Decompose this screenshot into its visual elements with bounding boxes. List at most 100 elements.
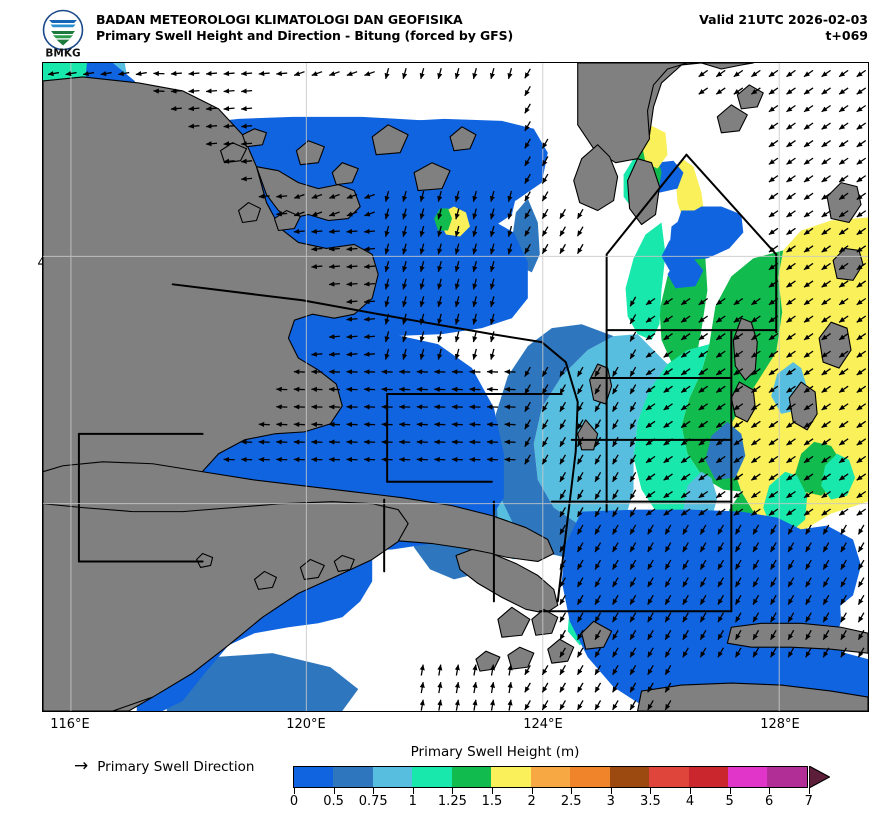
swell-arrow (629, 542, 637, 553)
swell-arrow (402, 348, 408, 360)
swell-arrow (838, 245, 849, 253)
colorbar-segment (649, 767, 689, 787)
colorbar-tick (452, 788, 454, 794)
swell-arrow (768, 490, 779, 499)
swell-arrow (787, 594, 795, 605)
swell-arrow (541, 454, 549, 465)
swell-arrow (507, 190, 513, 202)
swell-arrow (821, 455, 831, 464)
colorbar[interactable]: 0 0.5 0.75 1 1.25 1.5 2 2.5 3 3.5 4 5 6 7 (290, 766, 869, 809)
swell-arrow (559, 524, 566, 535)
swell-arrow (629, 384, 637, 395)
land-islet-4 (333, 554, 355, 572)
swell-arrow (717, 577, 725, 588)
swell-arrow (437, 68, 443, 80)
swell-arrow (698, 69, 709, 78)
x-axis-tick-116e: 116°E (50, 717, 90, 732)
swell-arrow (419, 699, 425, 711)
swell-arrow (733, 297, 744, 306)
swell-arrow (768, 350, 779, 358)
swell-map[interactable] (42, 62, 869, 712)
swell-arrow (838, 280, 849, 288)
swell-arrow (472, 681, 478, 694)
swell-arrow (576, 524, 584, 535)
land-island-sulu5 (449, 126, 477, 152)
lead-time: t+069 (825, 28, 868, 43)
swell-arrow (576, 436, 584, 448)
swell-arrow (559, 700, 566, 711)
swell-arrow (240, 123, 253, 129)
swell-arrow (822, 559, 830, 570)
swell-arrow (751, 333, 761, 341)
swell-arrow (541, 208, 549, 219)
swell-arrow (384, 225, 390, 238)
band-0p5-0p75-e (705, 421, 746, 480)
swell-arrow (786, 280, 796, 288)
swell-arrow (524, 419, 531, 430)
swell-arrow (559, 594, 566, 605)
swell-arrow (82, 70, 95, 77)
swell-arrow (559, 208, 566, 219)
swell-arrow (205, 88, 218, 94)
swell-arrow (821, 368, 831, 376)
swell-arrow (699, 577, 707, 588)
swell-arrow (472, 664, 478, 676)
swell-arrow (768, 210, 779, 218)
zone-boundary-north (685, 153, 778, 334)
swell-arrow (663, 403, 673, 411)
swell-arrow (751, 350, 761, 358)
swell-arrow (559, 577, 566, 588)
colorbar-tick-label: 1.25 (437, 794, 467, 809)
swell-arrow (717, 542, 725, 553)
band-0p75-1 (533, 334, 668, 528)
swell-arrow (364, 211, 375, 217)
swell-arrow (437, 348, 443, 360)
swell-arrow (734, 647, 742, 658)
swell-arrow (489, 190, 495, 202)
swell-arrow (489, 681, 496, 694)
swell-arrow (472, 208, 478, 220)
colorbar-segment (570, 767, 610, 787)
swell-arrow (856, 368, 867, 376)
swell-arrow (786, 192, 796, 201)
swell-arrow (838, 333, 849, 341)
swell-arrow (594, 524, 602, 535)
swell-arrow (698, 87, 709, 95)
land-island-sulu1 (295, 140, 325, 166)
swell-arrow (437, 296, 443, 308)
swell-arrow (541, 700, 549, 711)
swell-arrow (751, 385, 761, 394)
swell-arrow (645, 438, 656, 446)
swell-arrow (768, 157, 779, 165)
swell-arrow (524, 173, 531, 184)
swell-arrow (821, 227, 831, 236)
swell-arrow (346, 263, 358, 270)
swell-arrow (768, 280, 779, 288)
swell-arrow (751, 473, 761, 481)
swell-arrow (857, 577, 865, 588)
swell-arrow (647, 594, 654, 605)
swell-arrow (311, 228, 323, 235)
swell-arrow (680, 490, 691, 499)
swell-arrow (856, 157, 867, 165)
swell-arrow (472, 261, 478, 273)
swell-arrow (821, 473, 831, 481)
valid-time-block: Valid 21UTC 2026-02-03 t+069 (699, 12, 868, 44)
colorbar-tick (769, 788, 771, 794)
swell-arrow (612, 612, 619, 623)
swell-arrow (524, 156, 531, 167)
swell-arrow (715, 69, 726, 78)
swell-arrow (524, 208, 531, 219)
swell-arrow (576, 612, 584, 623)
swell-arrow (384, 296, 390, 308)
swell-arrow (65, 70, 77, 77)
swell-arrow (821, 122, 831, 130)
swell-arrow (559, 612, 566, 623)
swell-arrow (576, 577, 584, 588)
swell-arrow (663, 315, 673, 323)
swell-arrow (857, 524, 865, 535)
swell-arrow (594, 700, 602, 711)
x-axis-tick-128e: 128°E (760, 717, 800, 732)
swell-arrow (733, 315, 744, 323)
swell-arrow (803, 455, 814, 464)
